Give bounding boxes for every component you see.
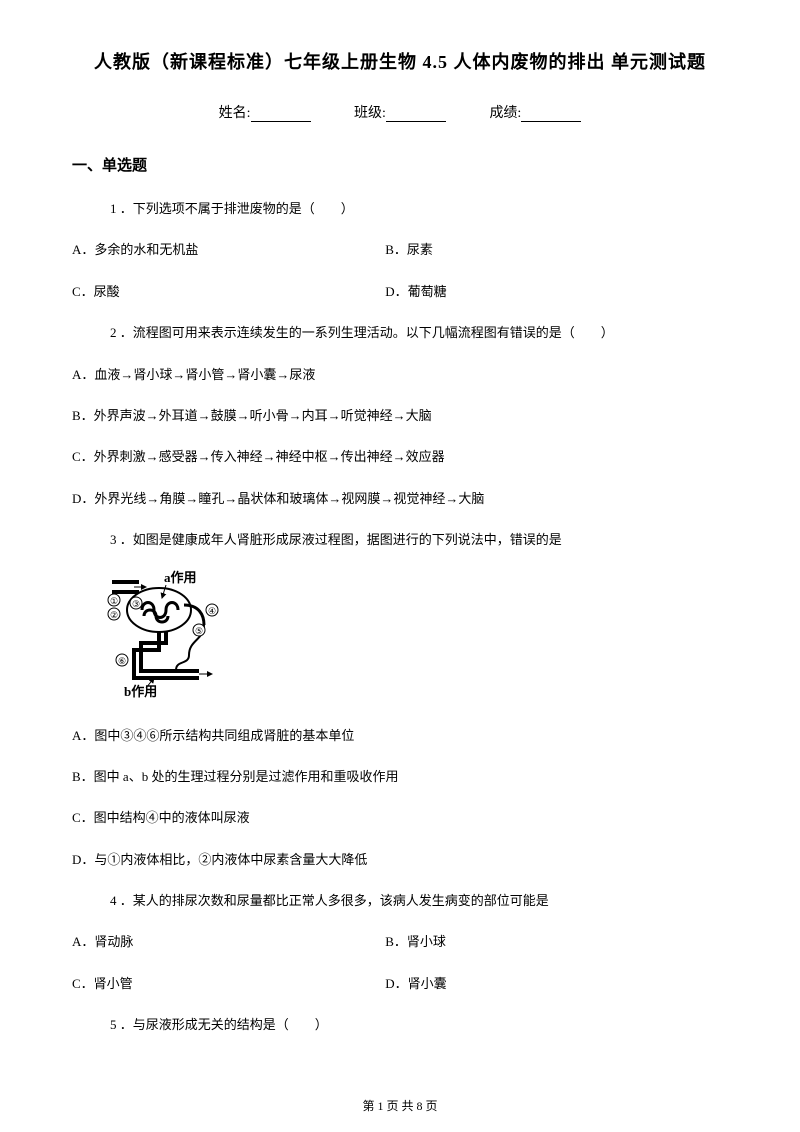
q1-text: 1 ．下列选项不属于排泄废物的是（ ）: [72, 197, 728, 220]
q1-opts-cd: C．尿酸 D．葡萄糖: [72, 280, 728, 303]
svg-text:①: ①: [110, 596, 118, 606]
q4-text: 4 ．某人的排尿次数和尿量都比正常人多很多，该病人发生病变的部位可能是: [72, 889, 728, 912]
q4-b: B．肾小球: [385, 930, 446, 953]
section-1-title: 一、单选题: [72, 154, 728, 175]
q1-opts-ab: A．多余的水和无机盐 B．尿素: [72, 238, 728, 261]
svg-text:⑥: ⑥: [118, 656, 126, 666]
page-footer: 第 1 页 共 8 页: [0, 1097, 800, 1114]
q2-d: D．外界光线→角膜→瞳孔→晶状体和玻璃体→视网膜→视觉神经→大脑: [72, 487, 728, 510]
q3-c: C．图中结构④中的液体叫尿液: [72, 806, 728, 829]
svg-text:⑤: ⑤: [195, 626, 203, 636]
q2-b: B．外界声波→外耳道→鼓膜→听小骨→内耳→听觉神经→大脑: [72, 404, 728, 427]
q1-c: C．尿酸: [72, 280, 382, 303]
kidney-diagram: ① ② ③ ④ ⑤ ⑥ a作用 b作用: [104, 570, 249, 706]
q2-text: 2 ．流程图可用来表示连续发生的一系列生理活动。以下几幅流程图有错误的是（ ）: [72, 321, 728, 344]
class-label: 班级:: [354, 102, 386, 122]
q5-text: 5 ．与尿液形成无关的结构是（ ）: [72, 1013, 728, 1036]
class-blank: [386, 106, 446, 122]
q2-a: A．血液→肾小球→肾小管→肾小囊→尿液: [72, 363, 728, 386]
q4-opts-ab: A．肾动脉 B．肾小球: [72, 930, 728, 953]
diagram-label-b: b作用: [124, 684, 157, 699]
score-blank: [521, 106, 581, 122]
q4-d: D．肾小囊: [385, 972, 446, 995]
doc-title: 人教版（新课程标准）七年级上册生物 4.5 人体内废物的排出 单元测试题: [72, 48, 728, 74]
score-label: 成绩:: [489, 102, 521, 122]
diagram-label-a: a作用: [164, 570, 197, 585]
svg-text:②: ②: [110, 610, 118, 620]
name-label: 姓名:: [219, 102, 251, 122]
q3-a: A．图中③④⑥所示结构共同组成肾脏的基本单位: [72, 724, 728, 747]
q1-a: A．多余的水和无机盐: [72, 238, 382, 261]
name-blank: [251, 106, 311, 122]
q4-c: C．肾小管: [72, 972, 382, 995]
q4-a: A．肾动脉: [72, 930, 382, 953]
q3-b: B．图中 a、b 处的生理过程分别是过滤作用和重吸收作用: [72, 765, 728, 788]
svg-text:④: ④: [208, 606, 216, 616]
q1-d: D．葡萄糖: [385, 280, 446, 303]
info-line: 姓名: 班级: 成绩:: [72, 102, 728, 122]
q1-b: B．尿素: [385, 238, 433, 261]
q3-text: 3 ．如图是健康成年人肾脏形成尿液过程图，据图进行的下列说法中，错误的是: [72, 528, 728, 551]
q4-opts-cd: C．肾小管 D．肾小囊: [72, 972, 728, 995]
svg-text:③: ③: [132, 599, 140, 609]
q2-c: C．外界刺激→感受器→传入神经→神经中枢→传出神经→效应器: [72, 445, 728, 468]
q3-d: D．与①内液体相比，②内液体中尿素含量大大降低: [72, 848, 728, 871]
